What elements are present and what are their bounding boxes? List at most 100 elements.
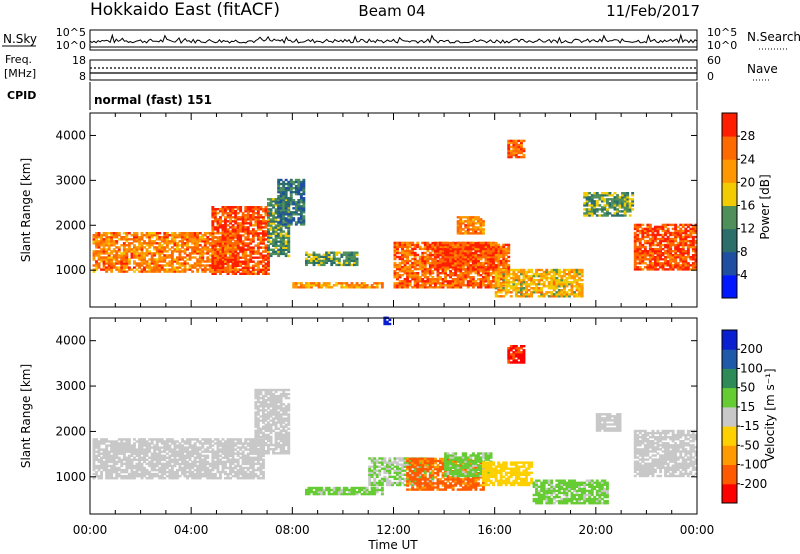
velocity-echo-cell	[120, 458, 124, 461]
power-echo-cell	[595, 202, 599, 205]
velocity-echo-cell	[155, 468, 159, 472]
power-echo-cell	[183, 234, 187, 237]
power-echo-cell	[115, 234, 119, 237]
power-echo-cell	[428, 284, 432, 287]
power-echo-cell	[168, 254, 172, 257]
power-echo-cell	[664, 231, 667, 235]
velocity-echo-cell	[140, 462, 144, 466]
power-echo-cell	[669, 252, 673, 255]
power-echo-cell	[674, 227, 678, 231]
velocity-echo-cell	[138, 466, 141, 470]
power-echo-cell	[342, 253, 346, 256]
power-echo-cell	[401, 265, 404, 269]
power-echo-cell	[471, 230, 475, 233]
power-echo-cell	[681, 239, 685, 243]
power-echo-cell	[297, 205, 301, 208]
power-echo-cell	[246, 210, 250, 213]
velocity-echo-cell	[181, 466, 184, 470]
power-echo-cell	[160, 240, 164, 243]
power-echo-cell	[522, 274, 526, 278]
power-echo-cell	[201, 240, 205, 243]
power-echo-cell	[110, 234, 114, 237]
power-echo-cell	[545, 291, 549, 294]
power-echo-cell	[477, 247, 480, 251]
power-echo-cell	[236, 226, 240, 229]
power-echo-cell	[550, 281, 554, 284]
power-echo-cell	[522, 268, 526, 272]
velocity-echo-cell	[158, 456, 162, 459]
power-echo-cell	[446, 241, 450, 245]
power-echo-cell	[656, 252, 660, 255]
power-echo-cell	[133, 256, 136, 259]
power-echo-cell	[287, 188, 291, 192]
velocity-echo-cell	[160, 468, 164, 472]
power-echo-cell	[428, 243, 432, 247]
power-echo-cell	[234, 254, 238, 257]
velocity-echo-cell	[133, 475, 136, 478]
velocity-echo-cell	[176, 468, 179, 472]
power-echo-cell	[213, 246, 217, 249]
velocity-echo-cell	[110, 446, 114, 449]
power-echo-cell	[100, 248, 103, 251]
power-echo-cell	[504, 287, 508, 290]
power-echo-cell	[120, 238, 124, 241]
velocity-echo-cell	[143, 470, 146, 474]
power-echo-cell	[434, 254, 437, 257]
power-echo-cell	[112, 256, 116, 259]
cpid-label: CPID	[7, 89, 36, 102]
power-echo-cell	[416, 243, 420, 247]
power-echo-cell	[236, 252, 240, 255]
power-echo-cell	[681, 254, 685, 257]
power-echo-cell	[484, 252, 488, 255]
velocity-echo-cell	[102, 466, 106, 470]
power-echo-cell	[231, 242, 235, 245]
velocity-echo-cell	[97, 446, 101, 449]
velocity-echo-cell	[143, 438, 146, 441]
power-echo-cell	[165, 270, 169, 273]
power-echo-cell	[464, 272, 468, 275]
power-echo-cell	[130, 242, 134, 245]
power-echo-cell	[686, 235, 690, 239]
power-echo-cell	[148, 262, 152, 265]
power-echo-cell	[434, 265, 437, 269]
power-echo-cell	[464, 226, 468, 229]
power-echo-cell	[466, 286, 470, 289]
power-echo-cell	[550, 295, 554, 298]
power-echo-cell	[552, 295, 556, 298]
power-echo-cell	[411, 278, 415, 281]
power-echo-cell	[125, 254, 129, 257]
power-echo-cell	[335, 257, 339, 260]
power-echo-cell	[236, 240, 240, 243]
velocity-echo-cell	[165, 440, 169, 443]
power-echo-cell	[679, 258, 683, 261]
power-echo-cell	[246, 226, 250, 229]
power-echo-cell	[477, 241, 480, 245]
power-echo-cell	[393, 282, 397, 285]
power-echo-cell	[691, 231, 695, 235]
power-echo-cell	[403, 282, 407, 285]
power-echo-cell	[416, 259, 420, 263]
velocity-echo-cell	[153, 462, 157, 466]
power-echo-cell	[441, 272, 445, 275]
power-echo-cell	[507, 274, 511, 278]
power-echo-cell	[441, 247, 445, 251]
power-echo-cell	[158, 264, 162, 267]
power-echo-cell	[509, 272, 513, 276]
power-echo-cell	[140, 254, 144, 257]
power-echo-cell	[145, 250, 149, 253]
power-echo-cell	[170, 234, 174, 237]
power-echo-cell	[416, 286, 420, 289]
power-echo-cell	[256, 244, 260, 247]
power-echo-cell	[504, 251, 508, 255]
power-echo-cell	[206, 260, 210, 263]
power-echo-cell	[393, 263, 397, 267]
power-echo-cell	[590, 194, 594, 197]
power-echo-cell	[421, 265, 425, 269]
power-echo-cell	[277, 211, 281, 214]
power-echo-cell	[477, 274, 480, 277]
power-echo-cell	[487, 274, 490, 277]
power-echo-cell	[315, 284, 318, 287]
power-x-ticks	[89, 113, 698, 307]
power-echo-cell	[568, 295, 571, 298]
power-echo-cell	[600, 192, 604, 195]
